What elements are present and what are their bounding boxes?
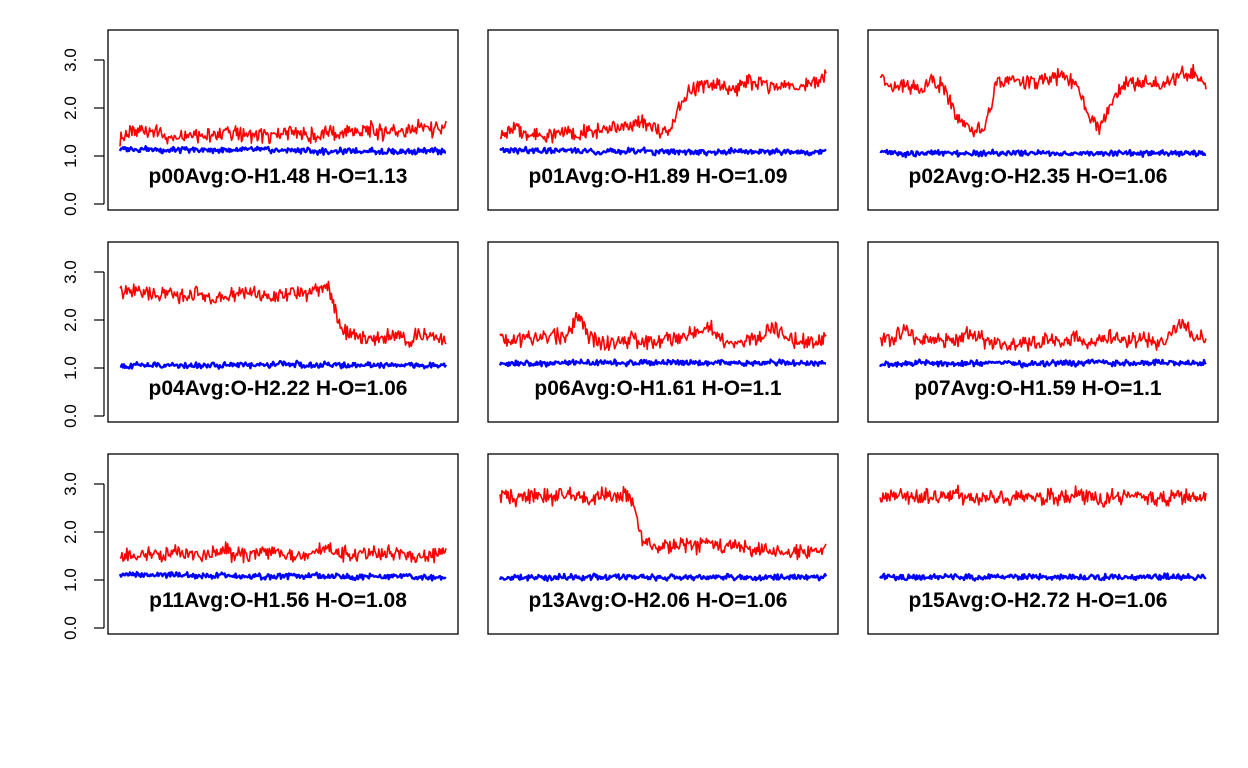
plot-frame [107, 453, 459, 635]
y-tick-label: 1.0 [61, 568, 80, 592]
panel-label: p00Avg:O-H1.48 H-O=1.13 [149, 165, 408, 188]
series-line-oh [499, 486, 827, 561]
panel-label: p01Avg:O-H1.89 H-O=1.09 [529, 165, 788, 188]
series-line-ho [879, 572, 1207, 582]
panel-label: p11Avg:O-H1.56 H-O=1.08 [149, 589, 407, 612]
series-line-oh [119, 280, 447, 348]
series-line-ho [118, 570, 447, 582]
plot-frame [487, 29, 839, 211]
series-line-ho [878, 358, 1207, 369]
panel-label: p15Avg:O-H2.72 H-O=1.06 [909, 589, 1168, 612]
plot-frame [487, 241, 839, 423]
panel-7: p13Avg:O-H2.06 H-O=1.06 [487, 453, 839, 635]
y-axis-2: 0.0 1.0 2.0 3.0 [61, 472, 105, 640]
y-axis-0: 0.0 1.0 2.0 3.0 [61, 48, 105, 216]
series-line-ho [879, 148, 1207, 159]
y-tick-label: 1.0 [61, 144, 80, 168]
y-axis-1: 0.0 1.0 2.0 3.0 [61, 260, 105, 428]
panel-label: p04Avg:O-H2.22 H-O=1.06 [149, 377, 408, 400]
y-tick-label: 1.0 [61, 356, 80, 380]
y-tick-label: 2.0 [61, 520, 80, 544]
panel-0: 0.0 1.0 2.0 3.0 p00Avg:O-H1.48 H-O=1.13 [61, 29, 459, 216]
panel-4: p06Avg:O-H1.61 H-O=1.1 [487, 241, 839, 423]
y-tick-label: 2.0 [61, 308, 80, 332]
y-tick-label: 0.0 [61, 192, 80, 216]
series-line-ho [498, 572, 828, 582]
panel-2: p02Avg:O-H2.35 H-O=1.06 [867, 29, 1219, 211]
series-line-ho [118, 145, 447, 156]
y-tick-label: 0.0 [61, 616, 80, 640]
y-tick-label: 3.0 [61, 260, 80, 284]
panel-3: 0.0 1.0 2.0 3.0 p04Avg:O-H2.22 H-O=1.06 [61, 241, 459, 428]
y-tick-label: 3.0 [61, 48, 80, 72]
series-line-oh [119, 118, 447, 147]
panel-5: p07Avg:O-H1.59 H-O=1.1 [867, 241, 1219, 423]
panel-6: 0.0 1.0 2.0 3.0 p11Avg:O-H1.56 H-O=1.08 [61, 453, 459, 640]
plot-frame [487, 453, 839, 635]
series-line-ho [498, 358, 827, 368]
series-line-ho [119, 359, 448, 370]
plot-frame [107, 241, 459, 423]
plot-frame [867, 29, 1219, 211]
series-line-oh [499, 311, 827, 352]
y-tick-label: 2.0 [61, 96, 80, 120]
y-tick-label: 3.0 [61, 472, 80, 496]
panel-label: p13Avg:O-H2.06 H-O=1.06 [529, 589, 788, 612]
series-line-oh [879, 318, 1207, 352]
y-tick-label: 0.0 [61, 404, 80, 428]
plot-frame [867, 453, 1219, 635]
series-line-oh [119, 541, 447, 564]
plot-frame [107, 29, 459, 211]
panel-label: p02Avg:O-H2.35 H-O=1.06 [909, 165, 1168, 188]
series-line-oh [879, 63, 1207, 138]
panel-8: p15Avg:O-H2.72 H-O=1.06 [867, 453, 1219, 635]
series-line-ho [499, 145, 827, 157]
panel-label: p06Avg:O-H1.61 H-O=1.1 [534, 377, 782, 400]
series-line-oh [499, 69, 827, 144]
panel-1: p01Avg:O-H1.89 H-O=1.09 [487, 29, 839, 211]
plot-frame [867, 241, 1219, 423]
panel-label: p07Avg:O-H1.59 H-O=1.1 [914, 377, 1162, 400]
series-line-oh [879, 484, 1207, 508]
